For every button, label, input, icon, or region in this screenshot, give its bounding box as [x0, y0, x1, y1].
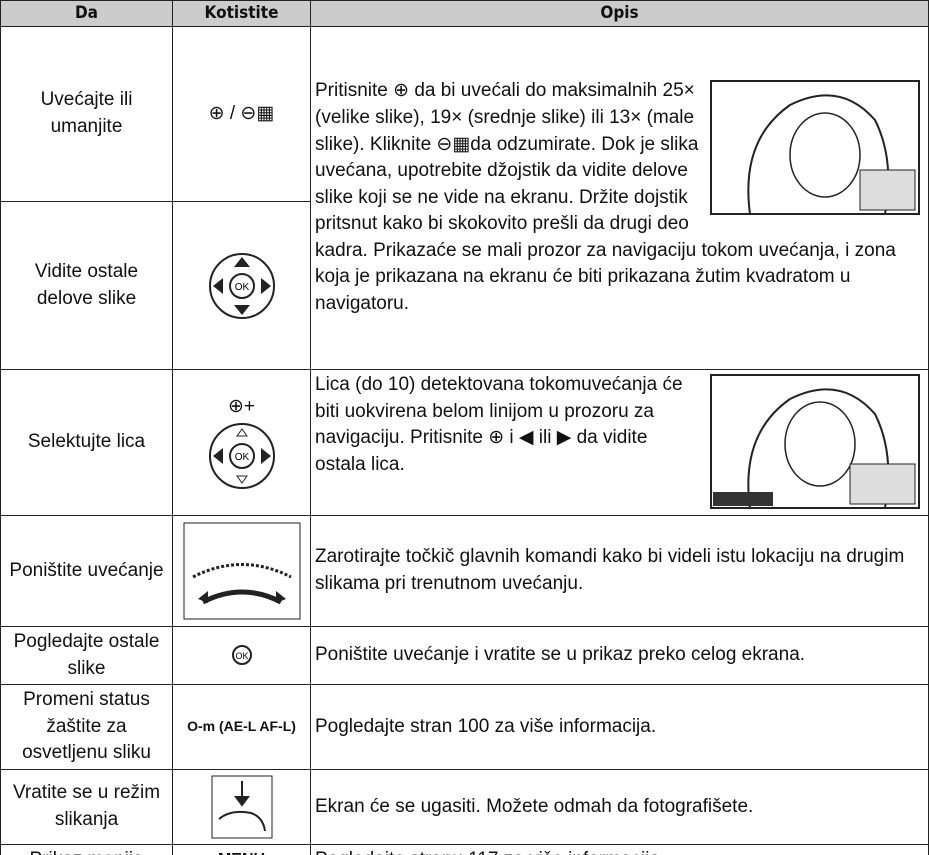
row: Pogledajte ostale slike OK Poništite uve…	[0, 625, 929, 686]
svg-text:OK: OK	[234, 282, 249, 293]
button-cell: OK	[172, 201, 311, 370]
button-cell	[172, 515, 311, 627]
description: Pritisnite ⊕ da bi uvećali do maksimalni…	[315, 80, 896, 315]
button-cell: OK	[172, 625, 311, 686]
button: ⊕+	[227, 396, 255, 418]
header-cell: Kotistite	[172, 0, 311, 27]
header-cell: Da	[0, 0, 173, 27]
row: Prikaz menija MENU Pogledajte stranu 117…	[0, 843, 929, 855]
row: Selektujte lica ⊕+ OK Lica (do 10) detek…	[0, 369, 929, 516]
command-dial-icon	[183, 522, 300, 620]
header-row: Da Kotistite Opis	[0, 0, 929, 27]
description: Zarotirajte točkič glavnih komandi kako …	[310, 515, 929, 627]
button: ⊕ / ⊖▦	[172, 26, 311, 202]
button-cell: ⊕+ OK	[172, 369, 311, 516]
svg-text:OK: OK	[235, 651, 248, 661]
svg-text:OK: OK	[234, 452, 249, 463]
ok-icon: OK	[231, 645, 252, 666]
row: Vidite ostale delove slike OK	[0, 201, 929, 370]
description: Ekran će se ugasiti. Možete odmah da fot…	[310, 768, 929, 845]
action: Prikaz menija	[0, 843, 173, 855]
action: Promeni status žaštite za osvetljenu sli…	[0, 684, 173, 770]
multi-selector-icon: OK	[208, 252, 275, 319]
screen-image	[710, 80, 920, 216]
description: Lica (do 10) detektovana tokomuvećanja ć…	[315, 374, 683, 475]
screen-image	[710, 374, 920, 509]
row: Vratite se u režim slikanja Ekran će se …	[0, 768, 929, 845]
button: MENU	[172, 843, 311, 855]
row: Uvećajte ili umanjite ⊕ / ⊖▦ Pritisnite …	[0, 26, 929, 370]
row: Promeni status žaštite za osvetljenu sli…	[0, 684, 929, 770]
description-cell: Lica (do 10) detektovana tokomuvećanja ć…	[310, 369, 929, 516]
action: Vidite ostale delove slike	[0, 201, 173, 370]
action: Uvećajte ili umanjite	[0, 26, 173, 202]
shutter-icon	[211, 775, 272, 839]
description-cell: Pritisnite ⊕ da bi uvećali do maksimalni…	[310, 26, 929, 370]
button: O‑m (AE-L AF-L)	[172, 684, 311, 770]
action: Poništite uvećanje	[0, 515, 173, 627]
button-cell	[172, 768, 311, 845]
description: Pogledajte stran 100 za više informacija…	[310, 684, 929, 770]
action: Pogledajte ostale slike	[0, 625, 173, 686]
description: Poništite uvećanje i vratite se u prikaz…	[310, 625, 929, 686]
action: Selektujte lica	[0, 369, 173, 516]
header-cell: Opis	[310, 0, 929, 27]
description: Pogledajte stranu 117 za više informacij…	[310, 843, 929, 855]
action: Vratite se u režim slikanja	[0, 768, 173, 845]
multi-selector-icon: OK	[208, 422, 275, 489]
row: Poništite uvećanje Zarotirajte točkič gl…	[0, 515, 929, 627]
